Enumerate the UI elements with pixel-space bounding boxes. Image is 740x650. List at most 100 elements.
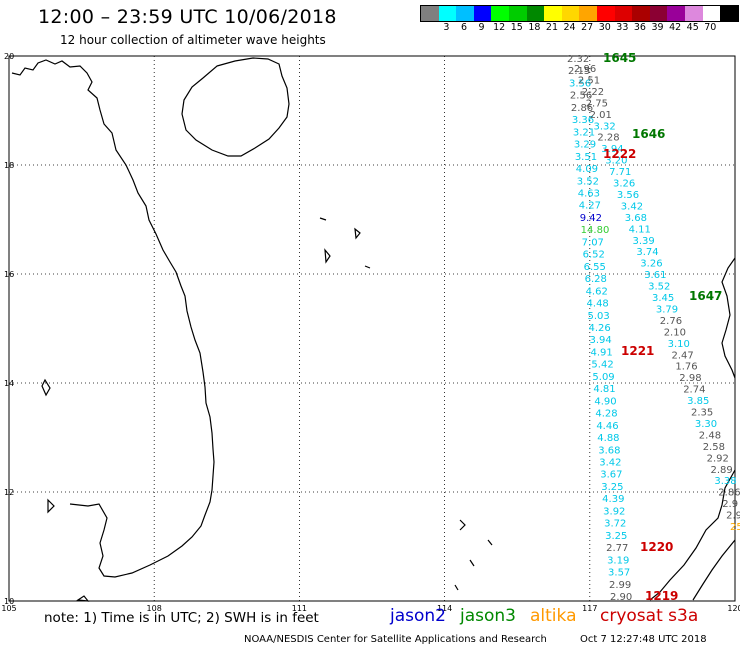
wave-height-label: 2.51: [578, 75, 600, 86]
latitude-tick-label: 12: [4, 488, 14, 497]
longitude-tick-label: 105: [1, 604, 16, 613]
wave-height-label: 4.27: [579, 201, 601, 212]
vietnam-coastline: [11, 59, 215, 578]
wave-height-label: 3.94: [601, 144, 623, 155]
wave-height-label: 2.90: [610, 592, 632, 603]
wave-height-label: 3.92: [603, 506, 625, 517]
wave-height-label: 3.36: [572, 115, 594, 126]
color-legend-bar: [420, 5, 739, 22]
legend-label: 3: [443, 22, 450, 33]
legend-label: 27: [581, 22, 594, 33]
longitude-tick-label: 117: [582, 604, 597, 613]
wave-height-label: 2.15: [568, 66, 590, 77]
wave-height-label: 14.80: [581, 225, 610, 236]
wave-height-label: 2.75: [586, 98, 608, 109]
wave-height-label: 2.74: [683, 385, 705, 396]
legend-label: 18: [528, 22, 541, 33]
philippines-coastline: [649, 469, 736, 601]
wave-height-label: 3.25: [605, 531, 627, 542]
island-outline: [454, 584, 459, 591]
wave-height-label: 4.28: [595, 409, 617, 420]
wave-height-label: 3.57: [608, 568, 630, 579]
island-outline: [324, 248, 331, 264]
wave-height-label: 2.22: [582, 87, 604, 98]
latitude-tick-label: 16: [4, 270, 14, 279]
wave-height-label: 4.90: [594, 396, 616, 407]
legend-label: 36: [633, 22, 646, 33]
legend-label: 24: [563, 22, 576, 33]
pass-time-label: 1645: [603, 51, 636, 65]
pass-time-label: 1646: [632, 127, 665, 141]
satellite-legend-entry: cryosat s3a: [600, 606, 699, 626]
wave-height-label: 3.51: [575, 152, 597, 163]
legend-swatch: [561, 6, 580, 21]
wave-height-label: 25: [730, 522, 740, 533]
legend-swatch: [526, 6, 545, 21]
longitude-tick-label: 114: [437, 604, 452, 613]
wave-height-label: 4.88: [597, 433, 619, 444]
wave-height-label: 2.98: [679, 373, 701, 384]
pass-time-label: 1220: [640, 540, 673, 554]
legend-swatch: [579, 6, 597, 21]
island-outline: [469, 559, 475, 567]
island-outline: [76, 595, 90, 602]
wave-height-label: 3.42: [621, 201, 643, 212]
wave-height-label: 3.42: [599, 458, 621, 469]
legend-swatch: [421, 6, 439, 21]
wave-height-label: 4.62: [586, 286, 608, 297]
island-outline: [459, 519, 466, 531]
wave-height-label: 2.92: [707, 453, 729, 464]
wave-height-label: 2.58: [703, 442, 725, 453]
legend-label: 30: [598, 22, 611, 33]
wave-height-label: 7.71: [609, 167, 631, 178]
pass-time-labels: 1645 1646 1222 1647 1221 1220 1219: [603, 51, 722, 603]
philippines-coastline: [721, 257, 736, 379]
longitude-tick-label: 111: [292, 604, 307, 613]
legend-swatch: [508, 6, 527, 21]
legend-swatch: [596, 6, 615, 21]
wave-height-label: 3.56: [569, 78, 591, 89]
legend-swatch: [456, 6, 474, 21]
wave-height-label: 4.39: [602, 494, 624, 505]
wave-height-label: 5.03: [588, 311, 610, 322]
wave-height-label: 3.94: [589, 335, 611, 346]
legend-swatch: [614, 6, 633, 21]
map-gridlines: [8, 55, 736, 602]
wave-height-label: 3.39: [633, 236, 655, 247]
legend-swatch: [491, 6, 509, 21]
satellite-legend-entry: jason3: [460, 606, 516, 626]
legend-swatch: [473, 6, 492, 21]
wave-height-label: 2.76: [660, 316, 682, 327]
wave-height-label: 2.10: [664, 327, 686, 338]
wave-height-label: 3.29: [574, 140, 596, 151]
wave-height-label: 6.55: [584, 262, 606, 273]
coastline: [11, 57, 736, 602]
legend-label: 15: [510, 22, 523, 33]
island-outline: [41, 378, 51, 397]
wave-height-label: 3.85: [687, 396, 709, 407]
wave-height-label: 2.99: [609, 580, 631, 591]
wave-height-label: 3.26: [640, 259, 662, 270]
wave-height-label: 3.52: [577, 176, 599, 187]
legend-swatch: [544, 6, 562, 21]
wave-height-label: 3.68: [625, 213, 647, 224]
latitude-tick-label: 20: [4, 52, 14, 61]
wave-height-label: 2.89: [711, 465, 733, 476]
wave-height-label: 2.32: [567, 54, 589, 65]
wave-height-label: 3.21: [573, 127, 595, 138]
legend-label: 42: [669, 22, 682, 33]
wave-height-label: 3.19: [607, 555, 629, 566]
legend-label: 70: [704, 22, 717, 33]
legend-swatch: [720, 6, 738, 21]
pass-time-label: 1219: [645, 589, 678, 603]
satellite-legend-entry: altika: [530, 606, 577, 626]
latitude-tick-label: 10: [4, 597, 14, 606]
wave-height-label: 6.52: [583, 250, 605, 261]
generation-timestamp: Oct 7 12:27:48 UTC 2018: [580, 634, 707, 645]
altimeter-track-east: 2.962.512.222.752.013.322.283.943.207.71…: [574, 64, 740, 533]
wave-height-label: 2.9: [726, 511, 740, 522]
legend-swatch: [667, 6, 685, 21]
wave-height-label: 2.01: [590, 110, 612, 121]
island-outline: [354, 227, 361, 240]
